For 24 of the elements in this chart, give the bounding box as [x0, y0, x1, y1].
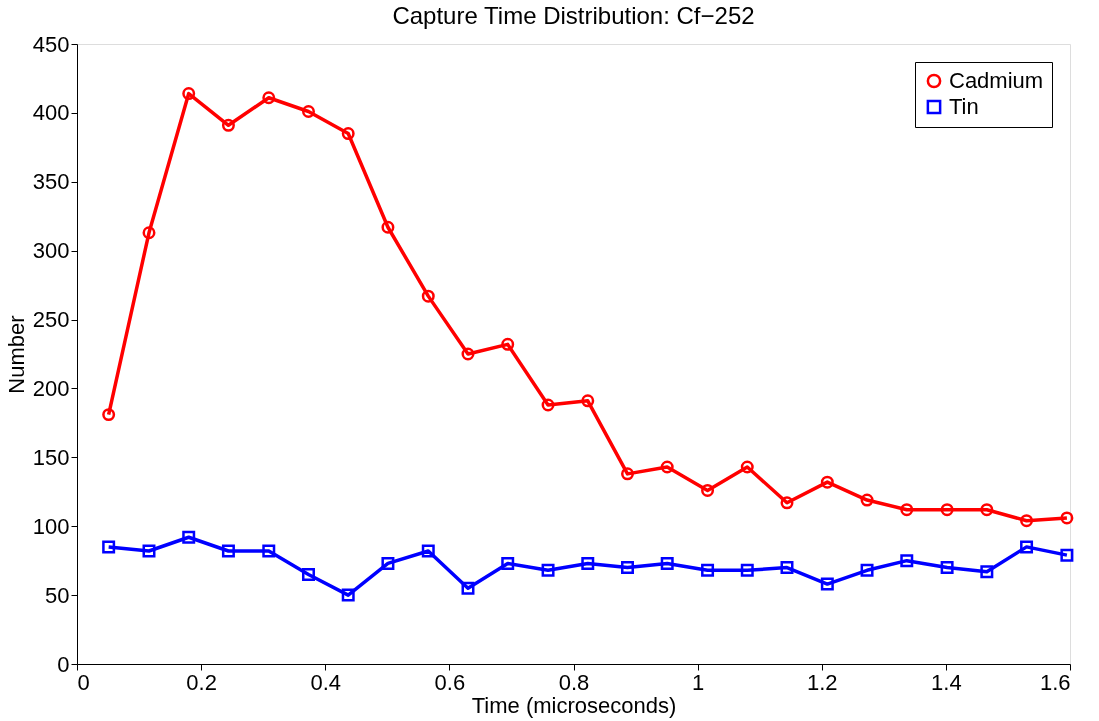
y-tick-label: 0: [57, 651, 70, 677]
x-tick-label: 1: [692, 669, 705, 695]
y-tick-label: 100: [32, 513, 70, 539]
x-tick-label: 1.6: [1039, 669, 1071, 695]
x-tick-label: 0.2: [186, 669, 217, 695]
y-tick-label: 50: [45, 582, 70, 608]
chart-title: Capture Time Distribution: Cf−252: [392, 2, 755, 29]
legend-label: Tin: [949, 94, 979, 119]
y-tick-label: 150: [32, 444, 70, 470]
x-tick-label: 0.4: [310, 669, 342, 695]
x-axis-title: Time (microseconds): [471, 692, 677, 718]
x-tick-label: 0.8: [558, 669, 590, 695]
y-tick-label: 400: [32, 100, 70, 126]
x-tick-label: 0.6: [434, 669, 466, 695]
x-tick-label: 1.2: [806, 669, 838, 695]
y-tick-label: 300: [32, 238, 70, 264]
x-tick-label: 1.4: [931, 669, 962, 695]
y-tick-label: 350: [32, 169, 70, 195]
x-tick-label: 0: [77, 669, 90, 695]
y-tick-label: 450: [32, 31, 70, 57]
y-axis-title: Number: [3, 315, 29, 394]
legend-label: Cadmium: [949, 68, 1044, 93]
y-tick-label: 200: [32, 375, 70, 401]
y-tick-label: 250: [32, 307, 70, 333]
